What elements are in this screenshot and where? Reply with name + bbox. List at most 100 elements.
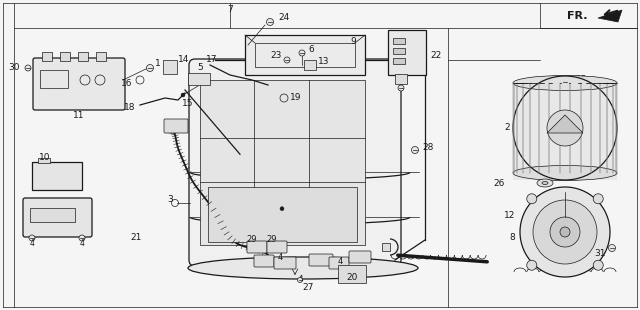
Polygon shape xyxy=(598,10,622,22)
Text: 25: 25 xyxy=(575,76,586,85)
Text: 16: 16 xyxy=(120,78,132,87)
Bar xyxy=(40,70,68,88)
Circle shape xyxy=(79,235,85,241)
Circle shape xyxy=(520,187,610,277)
Text: 13: 13 xyxy=(318,57,330,67)
Text: 31: 31 xyxy=(595,249,606,258)
Bar xyxy=(382,243,390,251)
Text: 1: 1 xyxy=(155,59,161,68)
Text: 8: 8 xyxy=(509,233,515,242)
Circle shape xyxy=(561,78,569,86)
Text: 22: 22 xyxy=(430,51,441,60)
Ellipse shape xyxy=(188,257,418,279)
FancyBboxPatch shape xyxy=(247,241,267,253)
Polygon shape xyxy=(547,115,583,133)
Bar xyxy=(163,60,177,74)
Circle shape xyxy=(550,217,580,247)
Text: 4: 4 xyxy=(297,276,303,285)
Bar xyxy=(32,162,82,190)
Text: 17: 17 xyxy=(206,55,218,64)
Circle shape xyxy=(284,57,290,63)
Bar xyxy=(395,74,407,84)
Text: 3: 3 xyxy=(167,196,173,205)
FancyBboxPatch shape xyxy=(33,58,125,110)
Circle shape xyxy=(181,93,185,97)
Circle shape xyxy=(547,110,583,146)
FancyBboxPatch shape xyxy=(23,198,92,237)
Circle shape xyxy=(593,260,604,270)
Text: 21: 21 xyxy=(131,233,142,242)
Bar xyxy=(188,73,210,85)
Bar xyxy=(200,80,365,245)
Bar xyxy=(513,83,617,180)
Bar xyxy=(245,35,365,75)
Circle shape xyxy=(147,64,154,72)
Ellipse shape xyxy=(513,166,617,180)
FancyArrowPatch shape xyxy=(398,255,487,262)
Text: 7: 7 xyxy=(227,6,233,15)
Circle shape xyxy=(25,65,31,71)
Text: 12: 12 xyxy=(504,210,515,219)
Bar xyxy=(393,48,405,54)
Circle shape xyxy=(266,19,273,25)
Ellipse shape xyxy=(513,76,617,91)
Text: 4: 4 xyxy=(337,258,342,267)
Text: 30: 30 xyxy=(8,64,20,73)
Text: 29: 29 xyxy=(267,236,277,245)
Bar xyxy=(96,52,106,61)
Text: 24: 24 xyxy=(278,14,289,23)
Ellipse shape xyxy=(542,181,548,184)
Circle shape xyxy=(533,200,597,264)
FancyBboxPatch shape xyxy=(189,59,401,266)
Circle shape xyxy=(280,207,284,211)
Text: 5: 5 xyxy=(197,64,203,73)
Bar xyxy=(393,38,405,44)
Circle shape xyxy=(29,235,35,241)
Bar xyxy=(393,58,405,64)
FancyBboxPatch shape xyxy=(267,241,287,253)
Text: 18: 18 xyxy=(124,103,135,112)
Circle shape xyxy=(593,194,604,204)
Bar xyxy=(60,52,70,61)
Text: 27: 27 xyxy=(302,282,314,291)
FancyBboxPatch shape xyxy=(309,254,333,266)
Bar xyxy=(208,187,357,242)
Text: 15: 15 xyxy=(182,99,194,108)
Circle shape xyxy=(299,50,305,56)
Bar xyxy=(30,208,75,222)
FancyBboxPatch shape xyxy=(349,251,371,263)
Text: FR.: FR. xyxy=(568,11,588,21)
Bar xyxy=(38,158,50,163)
Text: 4: 4 xyxy=(29,238,35,247)
Text: 14: 14 xyxy=(178,55,189,64)
Bar xyxy=(388,30,426,75)
Bar xyxy=(42,52,52,61)
Circle shape xyxy=(560,227,570,237)
Text: 11: 11 xyxy=(73,112,84,121)
Text: 4: 4 xyxy=(277,253,283,262)
FancyBboxPatch shape xyxy=(274,257,296,269)
Text: 2: 2 xyxy=(504,123,510,132)
Text: 9: 9 xyxy=(350,38,356,46)
Text: 28: 28 xyxy=(422,144,433,153)
Ellipse shape xyxy=(537,179,553,187)
Text: 26: 26 xyxy=(493,179,505,188)
Circle shape xyxy=(298,277,303,282)
Bar xyxy=(255,43,355,67)
Text: 10: 10 xyxy=(39,153,51,162)
Circle shape xyxy=(398,85,404,91)
Text: 20: 20 xyxy=(346,273,358,282)
Text: 4: 4 xyxy=(79,238,84,247)
Circle shape xyxy=(563,111,567,115)
FancyBboxPatch shape xyxy=(254,255,274,267)
Text: 23: 23 xyxy=(271,51,282,60)
Bar xyxy=(78,52,88,61)
FancyBboxPatch shape xyxy=(164,119,188,133)
Bar xyxy=(338,265,366,283)
Circle shape xyxy=(527,260,537,270)
Circle shape xyxy=(527,194,537,204)
Text: 29: 29 xyxy=(247,236,257,245)
Bar xyxy=(304,60,316,70)
Circle shape xyxy=(609,245,616,251)
Text: 6: 6 xyxy=(308,46,314,55)
